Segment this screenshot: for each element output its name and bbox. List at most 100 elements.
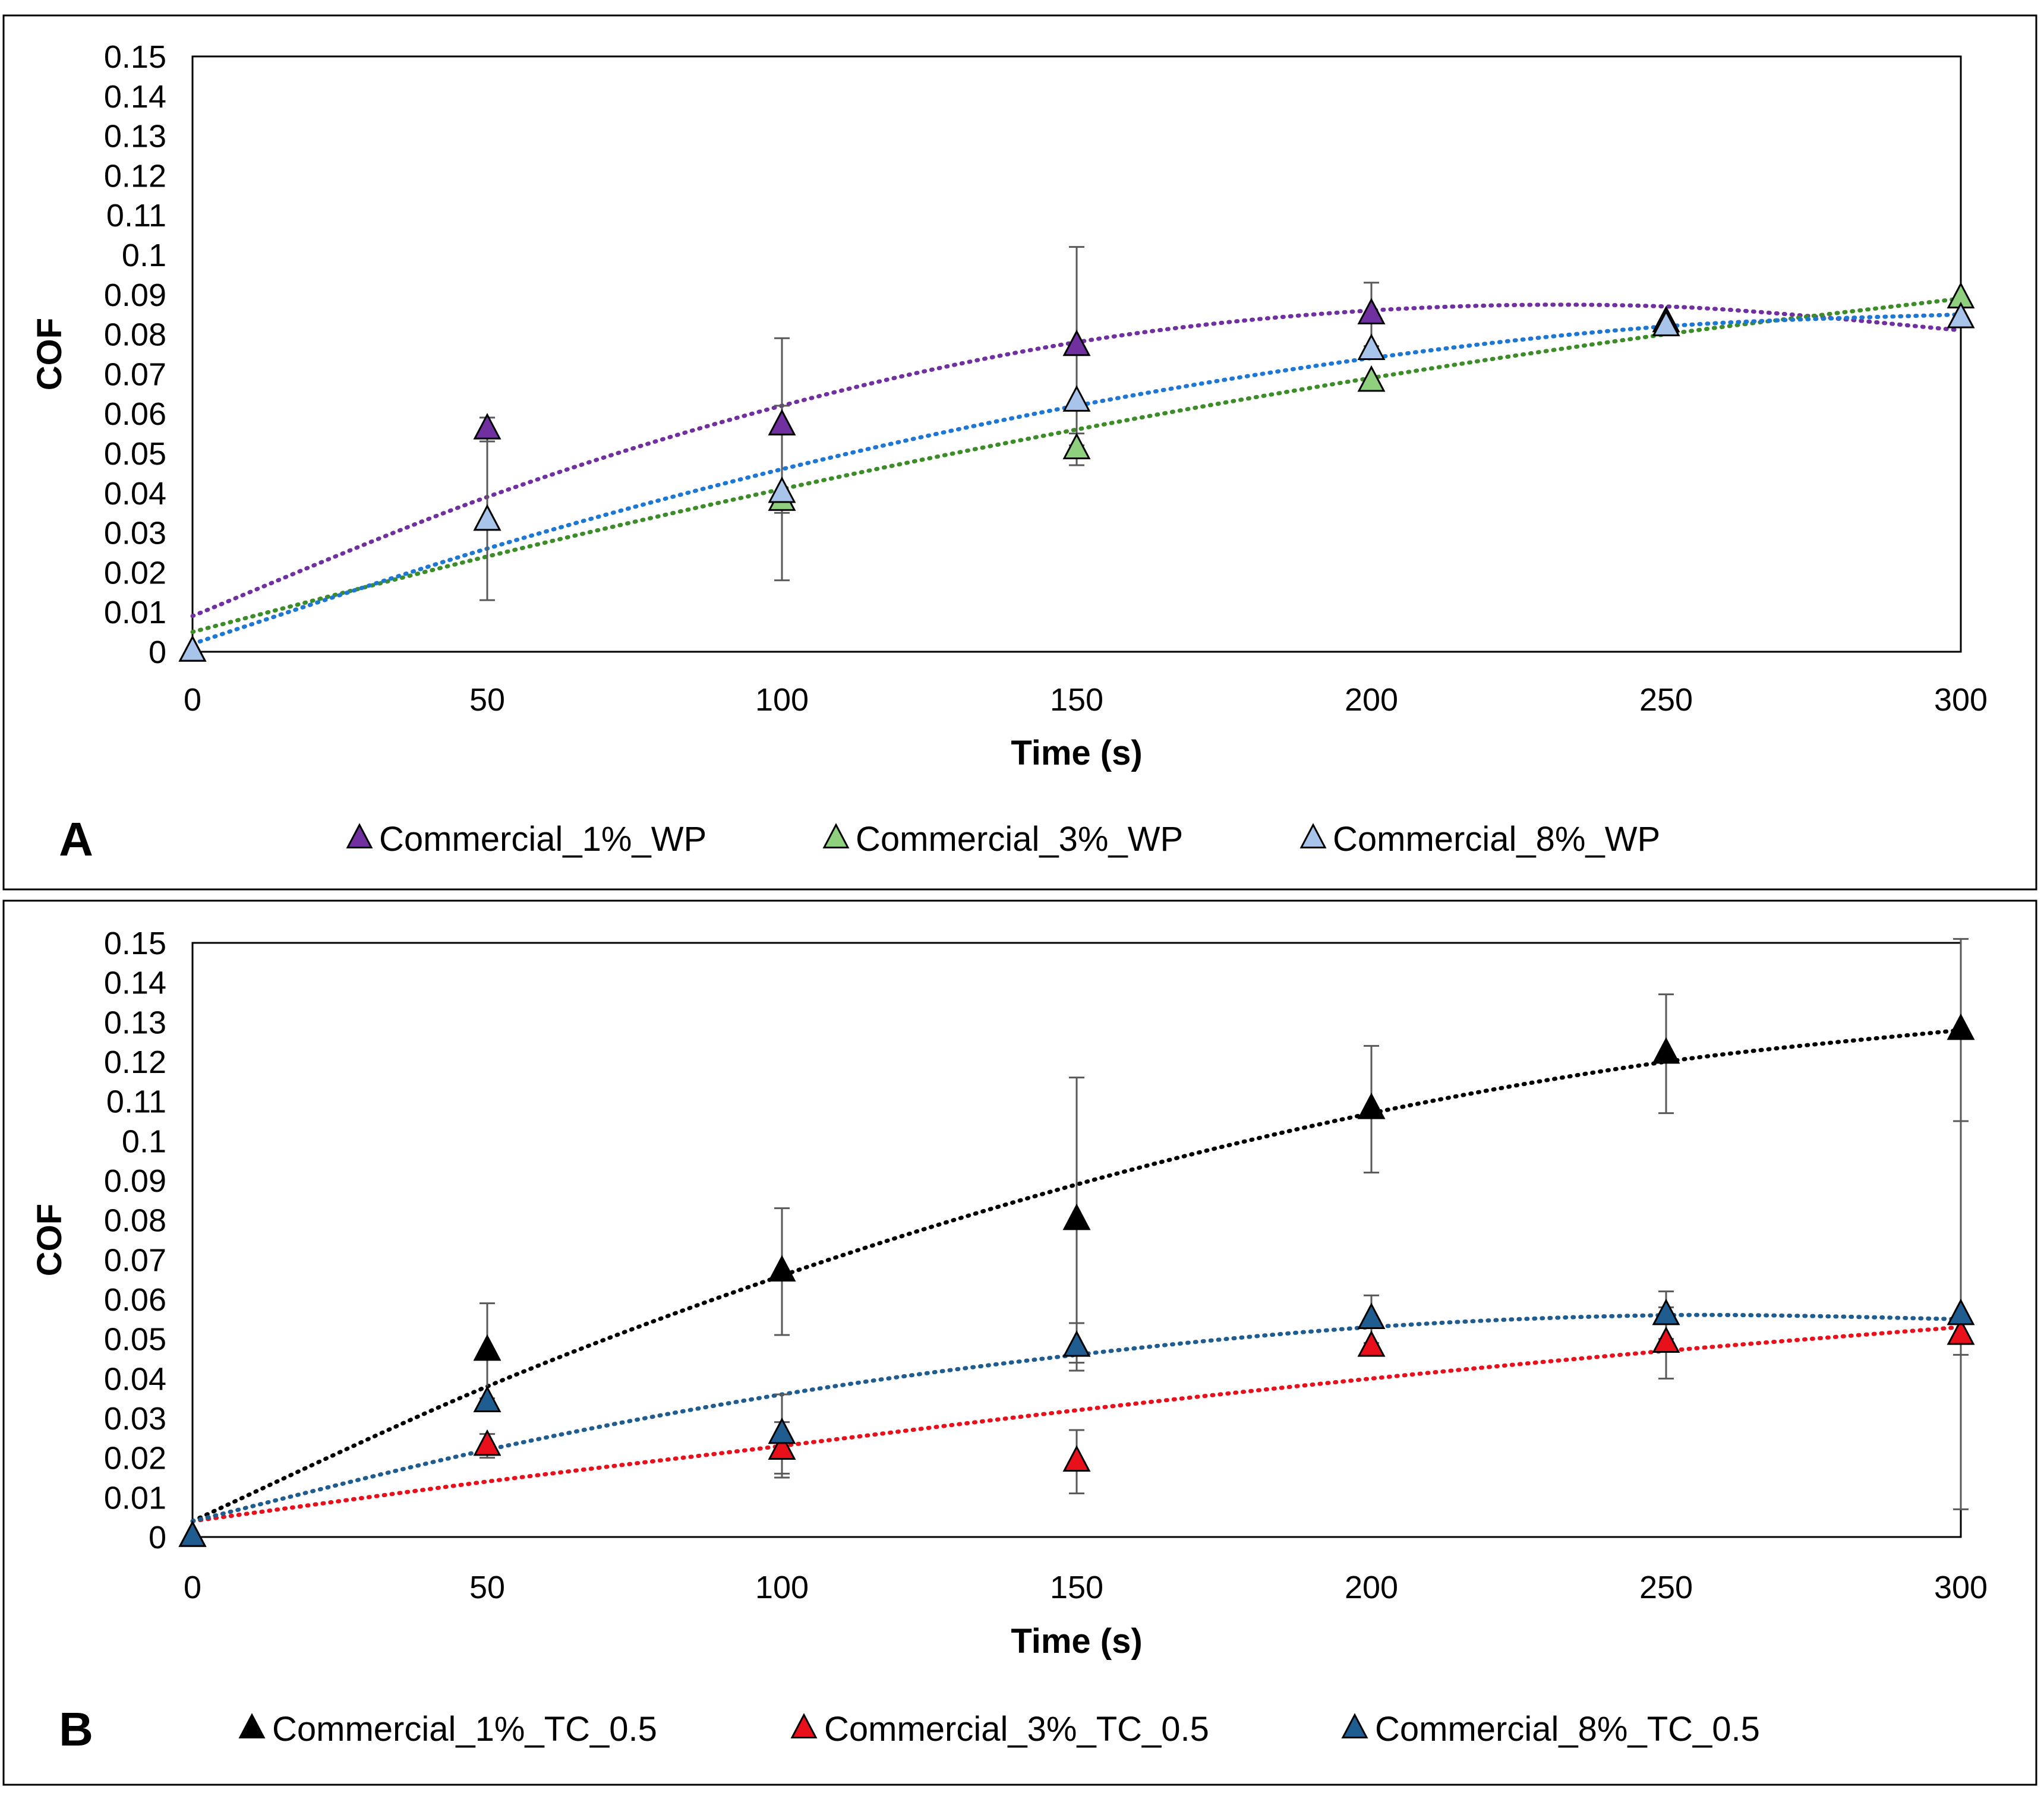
y-tick-label: 0.09	[104, 1163, 166, 1199]
data-point	[1357, 1093, 1386, 1119]
data-point	[768, 1417, 796, 1444]
data-point	[1947, 1013, 1975, 1040]
y-tick-label: 0.02	[104, 1441, 166, 1476]
data-point	[473, 1334, 501, 1361]
y-tick-label: 0.12	[104, 158, 166, 194]
x-tick-label: 50	[469, 682, 505, 718]
y-tick-label: 0.11	[106, 198, 166, 233]
y-axis-title: COF	[30, 318, 69, 390]
y-tick-label: 0.14	[104, 965, 166, 1001]
data-point	[1357, 333, 1386, 360]
panel-letter: B	[59, 1703, 93, 1756]
y-tick-label: 0.09	[104, 277, 166, 313]
x-tick-label: 150	[1050, 682, 1103, 718]
y-tick-label: 0	[149, 1520, 166, 1555]
y-tick-label: 0.13	[104, 1005, 166, 1040]
legend-label: Commercial_3%_TC_0.5	[824, 1710, 1209, 1748]
y-tick-label: 0.04	[104, 476, 166, 512]
legend-marker	[822, 823, 850, 848]
y-tick-label: 0.15	[104, 926, 166, 961]
x-tick-label: 250	[1639, 682, 1693, 718]
x-tick-label: 150	[1050, 1570, 1103, 1605]
data-point	[1357, 298, 1386, 324]
y-axis-title: COF	[30, 1204, 69, 1276]
legend-marker	[790, 1713, 818, 1738]
legend-label: Commercial_1%_TC_0.5	[272, 1710, 657, 1748]
y-tick-label: 0.01	[104, 595, 166, 630]
x-tick-label: 100	[755, 1570, 809, 1605]
data-point	[1062, 1445, 1091, 1472]
data-point	[473, 1429, 501, 1456]
y-tick-label: 0.06	[104, 396, 166, 432]
data-point	[768, 1255, 796, 1282]
legend-marker	[1299, 823, 1327, 848]
data-point	[1947, 1298, 1975, 1325]
y-tick-label: 0.05	[104, 436, 166, 472]
y-tick-label: 0.07	[104, 1242, 166, 1278]
x-tick-label: 200	[1345, 1570, 1398, 1605]
x-tick-label: 250	[1639, 1570, 1693, 1605]
y-tick-label: 0.13	[104, 119, 166, 154]
data-point	[1947, 1318, 1975, 1345]
y-tick-label: 0	[149, 635, 166, 670]
panel-b: 0 0.01 0.02 0.03 0.040.05 0.06 0.070.08 0.09 0.1…	[2, 900, 2037, 1786]
data-point	[1357, 1330, 1386, 1357]
data-point	[1947, 301, 1975, 329]
y-tick-label: 0.03	[104, 1401, 166, 1437]
y-tick-label: 0.07	[104, 356, 166, 392]
y-tick-label: 0.08	[104, 1203, 166, 1239]
legend-label: Commercial_8%_TC_0.5	[1375, 1710, 1760, 1748]
y-tick-label: 0.02	[104, 555, 166, 591]
data-point	[1062, 329, 1091, 356]
legend-marker	[346, 823, 373, 848]
legend-label: Commercial_8%_WP	[1333, 820, 1660, 859]
x-tick-label: 0	[184, 682, 201, 718]
legend-marker	[238, 1713, 266, 1738]
data-point	[1357, 365, 1386, 392]
data-point	[1062, 1203, 1091, 1230]
y-tick-label: 0.08	[104, 317, 166, 353]
data-point	[473, 412, 501, 440]
data-point	[1062, 433, 1091, 459]
data-point	[1357, 1302, 1386, 1329]
panel-frame	[2, 14, 2037, 891]
data-point	[768, 1433, 796, 1460]
y-tick-label: 0.1	[122, 238, 166, 273]
data-point	[1652, 1037, 1680, 1064]
y-tick-label: 0.11	[106, 1084, 166, 1120]
y-tick-label: 0.01	[104, 1480, 166, 1516]
data-point	[1062, 1330, 1091, 1357]
y-tick-label: 0.03	[104, 516, 166, 551]
x-axis-title: Time (s)	[1011, 734, 1142, 772]
legend-marker	[1341, 1713, 1368, 1738]
data-point	[1652, 1326, 1680, 1353]
y-tick-label: 0.12	[104, 1044, 166, 1080]
panel-frame	[2, 900, 2037, 1786]
data-point	[768, 476, 796, 503]
data-point	[178, 1520, 207, 1547]
data-point	[1652, 310, 1680, 336]
y-tick-label: 0.15	[104, 39, 166, 75]
data-point	[768, 409, 796, 435]
y-tick-label: 0.1	[122, 1123, 166, 1159]
data-point	[473, 504, 501, 531]
x-tick-label: 300	[1934, 682, 1988, 718]
data-point	[473, 1385, 501, 1412]
y-tick-label: 0.04	[104, 1361, 166, 1397]
legend-label: Commercial_1%_WP	[379, 820, 706, 859]
data-point	[178, 635, 207, 662]
x-tick-label: 200	[1345, 682, 1398, 718]
data-point	[1652, 1298, 1680, 1325]
panel-a: 0 0.01 0.02 0.03 0.04 0.05 0.06 0.070.08 0.09 0.1…	[2, 14, 2037, 891]
plot-area	[191, 55, 1962, 653]
y-tick-label: 0.06	[104, 1282, 166, 1318]
data-point	[1062, 385, 1091, 412]
y-tick-label: 0.14	[104, 79, 166, 115]
x-tick-label: 300	[1934, 1570, 1988, 1605]
panel-letter: A	[59, 813, 93, 866]
y-tick-label: 0.05	[104, 1322, 166, 1358]
x-axis-title: Time (s)	[1011, 1622, 1142, 1661]
x-tick-label: 100	[755, 682, 809, 718]
